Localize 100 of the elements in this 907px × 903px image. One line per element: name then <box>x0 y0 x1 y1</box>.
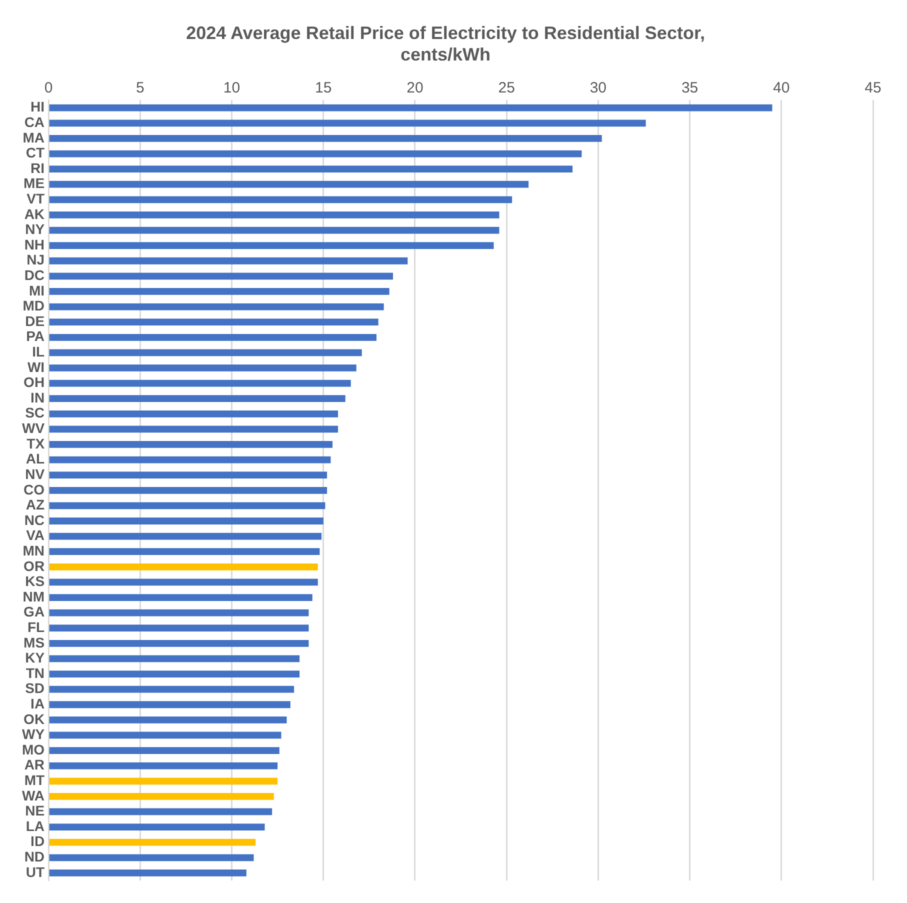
bar <box>49 486 328 494</box>
bar <box>49 364 356 372</box>
y-tick-label: NH <box>24 236 45 252</box>
bar <box>49 792 274 800</box>
x-tick-label: 15 <box>315 79 332 96</box>
bar <box>49 226 500 234</box>
bar <box>49 288 390 295</box>
y-tick-label: VT <box>26 190 45 207</box>
y-tick-label: ID <box>30 833 45 850</box>
bar <box>49 410 338 418</box>
y-tick-label: ND <box>24 848 45 865</box>
bar <box>49 303 384 310</box>
bar <box>49 441 333 448</box>
y-tick-label: NJ <box>26 252 45 268</box>
y-tick-label: TX <box>26 435 46 452</box>
bar <box>49 578 318 586</box>
bar <box>49 212 500 218</box>
y-tick-label: MT <box>24 772 45 788</box>
y-tick-label: KS <box>25 573 45 590</box>
bar <box>49 180 529 188</box>
y-tick-label: OH <box>24 374 45 390</box>
bar <box>49 518 324 524</box>
y-tick-label: WI <box>27 358 45 375</box>
y-tick-label: WV <box>22 420 46 436</box>
x-tick-label: 35 <box>681 79 698 96</box>
bar <box>49 701 290 708</box>
y-tick-label: OK <box>24 710 45 727</box>
y-tick-label: DE <box>25 312 45 329</box>
bar <box>49 609 309 616</box>
y-tick-label: RI <box>30 160 45 176</box>
bar <box>49 104 772 112</box>
bar <box>49 426 338 433</box>
y-tick-label: WY <box>22 726 46 742</box>
bar <box>49 824 265 830</box>
bar <box>49 395 346 402</box>
bar <box>49 196 512 204</box>
y-tick-label: NV <box>25 466 46 482</box>
y-tick-label: HI <box>30 98 45 115</box>
y-tick-label: AK <box>24 206 45 222</box>
bar <box>49 334 376 341</box>
y-tick-label: NE <box>25 802 45 819</box>
y-tick-label: KY <box>25 650 46 666</box>
bar <box>49 732 282 739</box>
x-tick-label: 30 <box>590 79 607 96</box>
y-tick-label: MO <box>22 741 45 758</box>
y-tick-label: LA <box>26 818 45 834</box>
bar <box>49 762 278 770</box>
y-tick-label: ME <box>24 175 45 192</box>
bar <box>49 150 582 158</box>
y-tick-label: MN <box>22 542 45 558</box>
bar <box>49 349 362 356</box>
bar <box>49 502 326 510</box>
y-tick-label: AR <box>24 756 45 773</box>
bar <box>49 380 351 387</box>
y-tick-label: CT <box>26 144 45 161</box>
y-tick-label: OR <box>24 558 45 574</box>
bar <box>49 670 300 678</box>
y-tick-label: AZ <box>26 496 45 513</box>
y-tick-label: WA <box>22 787 45 804</box>
y-tick-label: AL <box>26 450 45 467</box>
y-tick-label: VA <box>26 527 45 544</box>
y-tick-label: CO <box>24 481 45 498</box>
bar <box>49 532 322 540</box>
y-tick-label: PA <box>26 328 45 344</box>
bar <box>49 808 272 816</box>
y-tick-label: FL <box>27 618 45 635</box>
y-tick-label: CA <box>24 114 45 130</box>
bar <box>49 472 328 479</box>
bar <box>49 318 378 326</box>
y-tick-label: TN <box>26 664 45 681</box>
y-tick-label: MA <box>22 129 45 146</box>
bar <box>49 747 280 754</box>
y-tick-label: NY <box>25 221 46 238</box>
bar <box>49 778 278 785</box>
bar <box>49 870 246 876</box>
y-tick-label: IN <box>30 389 45 406</box>
y-tick-label: IA <box>30 695 45 712</box>
x-tick-label: 25 <box>498 79 515 96</box>
y-tick-label: DC <box>24 267 45 284</box>
chart-title: 2024 Average Retail Price of Electricity to Residential Sector, cents/kWh <box>186 22 705 64</box>
bar <box>49 640 309 647</box>
x-tick-label: 10 <box>223 79 240 96</box>
bar <box>49 655 300 662</box>
y-tick-label: IL <box>32 344 45 360</box>
bar <box>49 624 309 632</box>
bar <box>49 563 318 570</box>
bar <box>49 548 320 556</box>
bar <box>49 257 408 264</box>
y-tick-label: SD <box>25 680 45 696</box>
bar <box>49 272 393 280</box>
y-tick-label: NC <box>24 512 45 528</box>
bar <box>49 166 573 172</box>
y-tick-label: SC <box>25 404 45 421</box>
x-tick-label: 5 <box>136 79 144 96</box>
y-tick-label: GA <box>24 604 45 620</box>
y-tick-label: MD <box>22 298 45 314</box>
y-tick-label: MS <box>24 634 45 650</box>
y-tick-label: MI <box>28 282 45 298</box>
y-tick-label: NM <box>22 588 45 604</box>
x-tick-label: 0 <box>44 79 53 96</box>
